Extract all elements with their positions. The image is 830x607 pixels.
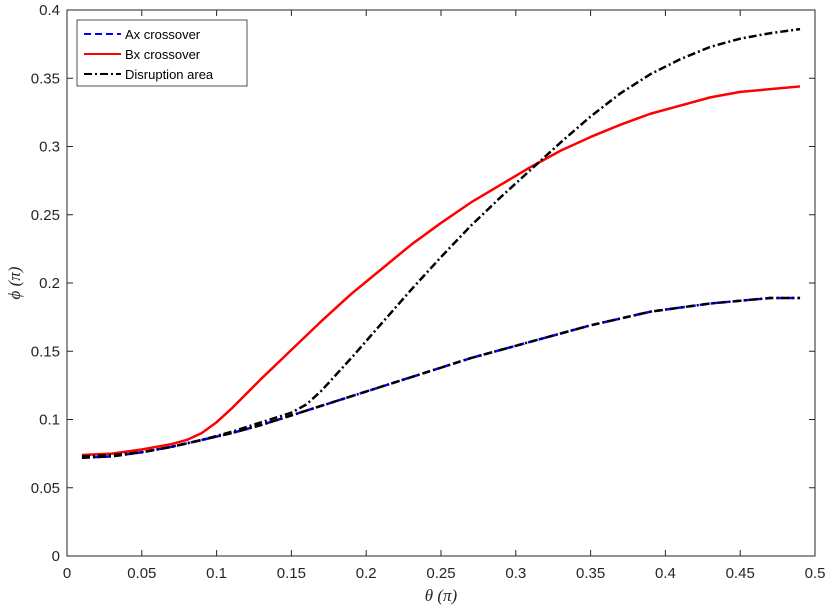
x-tick-label: 0.4 [655, 565, 676, 582]
y-axis-label: ϕ (π) [5, 266, 24, 299]
series-line-disruption-area-2 [81, 27, 801, 458]
legend-label-disruption-area: Disruption area [125, 67, 214, 82]
axes-layer: 0 0.05 0.1 0.15 0.2 0.25 0.3 0.35 0.4 0.45 0.5 0 0.0… [31, 2, 826, 582]
x-tick-label: 0.5 [805, 565, 826, 582]
y-tick-label: 0.35 [31, 70, 60, 87]
x-tick-label: 0.05 [127, 565, 156, 582]
x-tick-label: 0.3 [505, 565, 526, 582]
legend: Ax crossover Bx crossover Disruption are… [76, 19, 248, 87]
plot-background [67, 10, 815, 556]
y-tick-label: 0 [52, 548, 60, 565]
legend-label-bx-crossover: Bx crossover [125, 47, 201, 62]
series-line-ax-crossover [81, 296, 801, 459]
legend-label-ax-crossover: Ax crossover [125, 27, 201, 42]
series-layer [81, 27, 801, 459]
y-tick-label: 0.15 [31, 343, 60, 360]
x-tick-label: 0.35 [576, 565, 605, 582]
y-tick-label: 0.3 [39, 139, 60, 156]
y-tick-label: 0.1 [39, 412, 60, 429]
x-tick-label: 0.2 [356, 565, 377, 582]
series-line-bx-crossover [81, 85, 801, 457]
y-tick-label: 0.4 [39, 2, 60, 19]
x-tick-label: 0.45 [726, 565, 755, 582]
y-tick-label: 0.05 [31, 480, 60, 497]
x-tick-label: 0 [63, 565, 71, 582]
x-tick-label: 0.15 [277, 565, 306, 582]
x-tick-label: 0.1 [206, 565, 227, 582]
y-tick-label: 0.2 [39, 275, 60, 292]
x-tick-label: 0.25 [426, 565, 455, 582]
series-line-disruption-area-1 [81, 296, 801, 459]
x-axis-label: θ (π) [425, 586, 458, 605]
y-tick-label: 0.25 [31, 207, 60, 224]
